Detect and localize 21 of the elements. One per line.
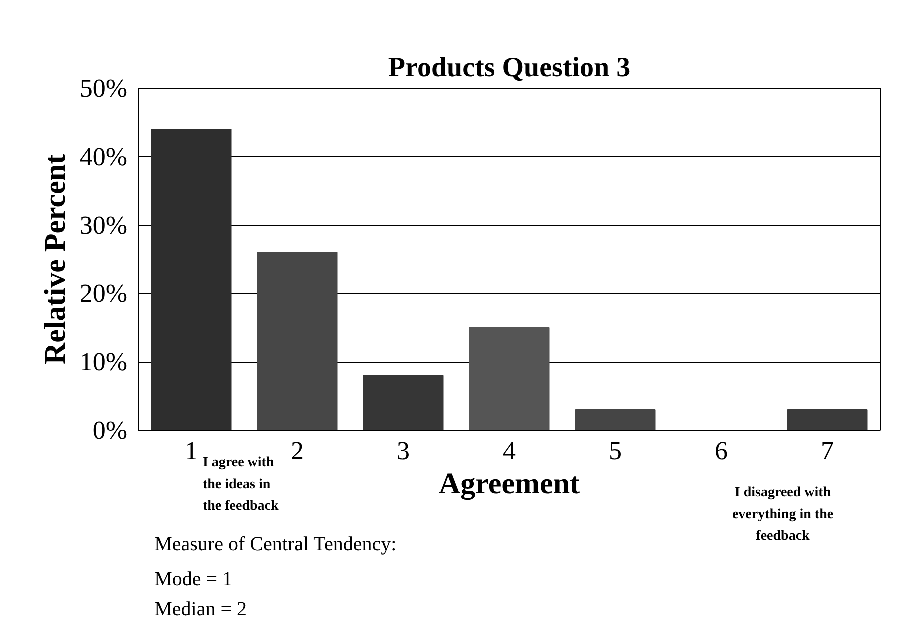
text: Measure of Central Tendency: — [154, 534, 397, 556]
x-tick-label: 6 — [715, 436, 728, 466]
y-tick-label: 30% — [80, 210, 128, 240]
x-tick-label: 3 — [397, 436, 410, 466]
y-tick-label: 10% — [80, 348, 128, 377]
x-axis-title: Agreement — [438, 468, 580, 500]
x-tick-label: 4 — [503, 436, 516, 466]
x-tick-label: 2 — [291, 436, 304, 466]
x-tick-label: 7 — [821, 436, 834, 466]
text: I disagreed with everything in the feedback — [732, 486, 834, 544]
chart-title: Products Question 3 — [388, 52, 631, 84]
y-tick-label: 0% — [92, 416, 128, 445]
text: Mode = 1 — [154, 568, 233, 590]
y-tick-label: 40% — [80, 142, 128, 172]
y-tick-label: 50% — [80, 74, 128, 103]
y-axis-title: Relative Percent — [38, 154, 72, 365]
x-tick-label: 5 — [609, 436, 622, 466]
text: I agree with the ideas in the feedback — [202, 456, 279, 514]
y-tick-label: 20% — [80, 279, 128, 308]
text: Median = 2 — [154, 598, 247, 620]
x-tick-label: 1 — [185, 436, 198, 466]
